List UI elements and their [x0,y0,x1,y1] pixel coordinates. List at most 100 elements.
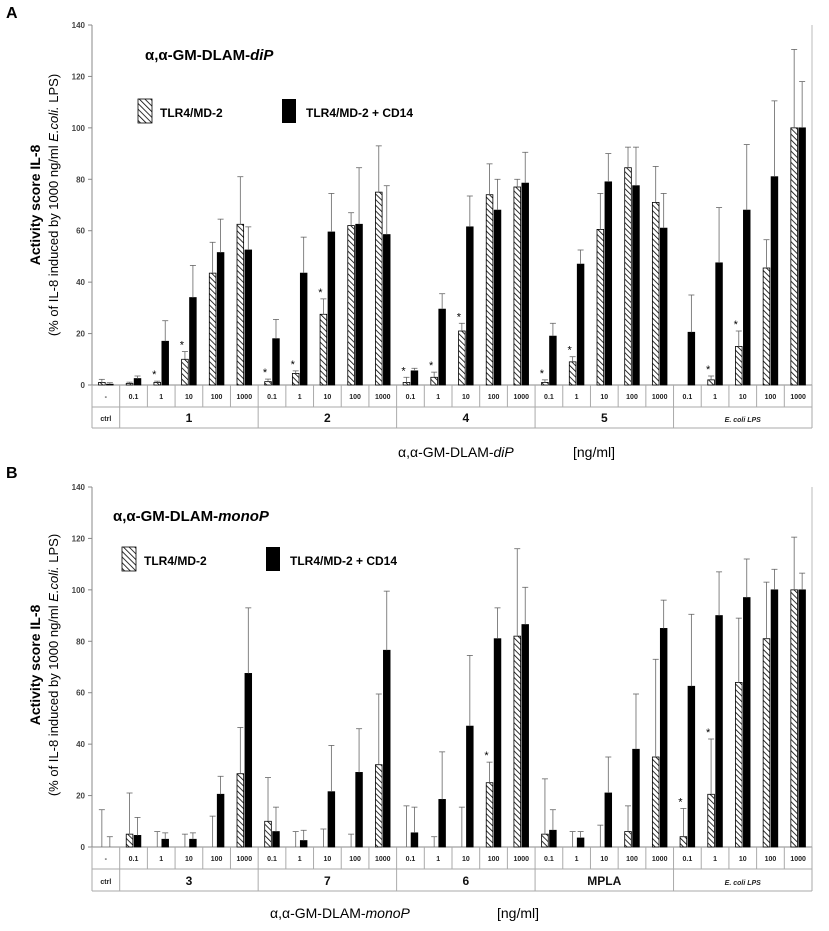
dose-label: 1 [713,394,717,401]
bar-md2 [568,361,577,386]
bar-cd14 [189,838,197,848]
legend-label-cd14: TLR4/MD-2 + CD14 [306,106,413,120]
bar-md2 [679,836,688,848]
bar-md2 [651,756,660,848]
panel-a-label: A [6,5,18,22]
panel-b-label: B [6,465,18,482]
bar-cd14 [161,838,169,848]
panel-a-chart: 0 20 40 60 80 100 120 140 - ctrl 0.1 * 1 * 10 100 1000 1 *… [27,21,813,460]
significance-star: * [401,365,406,377]
bar-md2 [319,313,328,386]
bar-cd14 [521,182,529,386]
group-label: 2 [324,411,331,425]
bar-cd14 [161,340,169,386]
y-tick-label: 80 [76,175,85,184]
dose-label: 1000 [237,856,253,863]
bar-md2 [264,381,272,386]
x-axis-unit: [ng/ml] [573,444,615,460]
dose-label: 1000 [513,856,529,863]
y-tick-label: 120 [72,534,86,543]
dose-label: 1000 [513,394,529,401]
bar-md2 [762,638,771,848]
legend-label-md2: TLR4/MD-2 [160,106,223,120]
bar-cd14 [521,624,529,848]
dose-label: 100 [488,856,500,863]
bar-md2 [98,382,106,386]
bar-cd14 [244,673,253,848]
bar-md2 [651,202,660,386]
dose-label: 10 [600,856,608,863]
bar-md2 [735,682,743,848]
significance-star: * [678,796,683,808]
legend-swatch-md2 [121,546,137,572]
bar-md2 [707,379,715,386]
bar-md2 [402,382,411,386]
group-label: 3 [186,874,193,888]
dose-label: 100 [765,394,777,401]
dose-label: - [105,856,108,863]
y-axis-label: Activity score IL-8 [27,144,43,265]
dose-label: 1000 [790,394,806,401]
dose-label: 0.1 [683,856,693,863]
dose-label: 100 [349,394,361,401]
dose-label: 100 [626,856,638,863]
bar-md2 [458,330,466,386]
legend-label-md2: TLR4/MD-2 [144,554,207,568]
dose-label: 10 [462,856,470,863]
bar-md2 [236,223,245,386]
bar-cd14 [549,335,557,386]
dose-label: 10 [323,856,331,863]
dose-label: 1 [159,394,163,401]
bar-md2 [347,225,355,386]
significance-star: * [180,340,185,352]
y-tick-label: 100 [72,586,86,595]
bar-md2 [624,167,632,386]
bar-md2 [375,764,383,848]
significance-star: * [263,367,268,379]
bar-cd14 [327,791,336,848]
bar-cd14 [133,378,142,386]
chart-title: α,α-GM-DLAM-monoP [113,508,270,525]
group-label: 4 [463,411,470,425]
bar-md2 [735,346,743,386]
dose-label: 0.1 [406,856,416,863]
bar-cd14 [632,185,640,386]
bar-cd14 [715,262,723,386]
dose-label: 100 [211,394,223,401]
dose-label: 10 [323,394,331,401]
y-tick-label: 120 [72,72,86,81]
bar-cd14 [770,589,779,848]
legend-swatch-md2 [137,98,153,124]
bar-cd14 [576,263,585,386]
dose-label: 0.1 [406,394,416,401]
significance-star: * [429,360,434,372]
group-label-ctrl: ctrl [100,416,111,423]
bar-cd14 [687,685,696,848]
bar-cd14 [133,835,142,848]
bar-cd14 [410,832,419,848]
bar-md2 [125,383,134,386]
bar-md2 [513,635,521,848]
dose-label: 100 [211,856,223,863]
bar-cd14 [798,127,806,386]
bar-cd14 [189,297,197,386]
bar-cd14 [106,383,114,386]
significance-star: * [484,750,489,762]
bar-md2 [624,831,632,848]
bar-md2 [513,186,521,386]
bar-cd14 [383,234,391,386]
dose-label: 1 [298,394,302,401]
bar-cd14 [466,725,474,848]
bar-cd14 [576,837,585,848]
group-label: 5 [601,411,608,425]
dose-label: 1 [436,856,440,863]
chart-title: α,α-GM-DLAM-diP [145,47,274,64]
y-tick-label: 100 [72,124,86,133]
legend-swatch-cd14 [282,99,296,123]
y-tick-label: 40 [76,278,85,287]
bar-cd14 [632,748,640,848]
y-axis-sublabel: (% of IL-8 induced by 1000 ng/ml E.coli.… [46,74,61,336]
bar-cd14 [743,597,751,848]
dose-label: 0.1 [267,856,277,863]
